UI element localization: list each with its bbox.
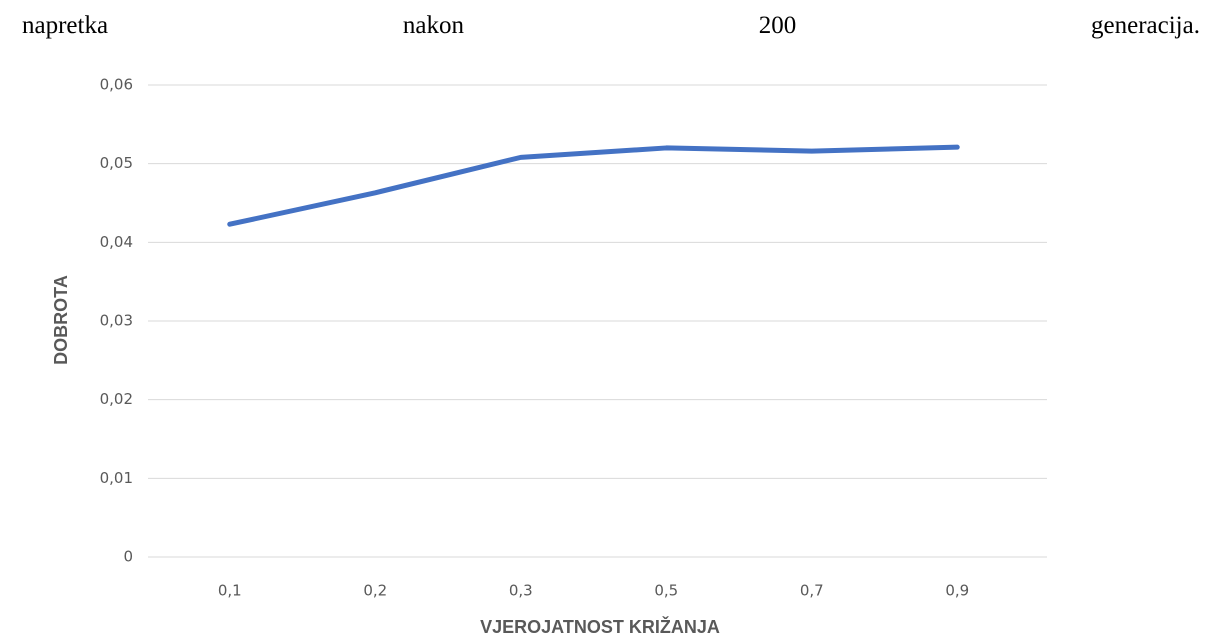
x-tick-label: 0,7	[800, 582, 824, 600]
x-tick-label: 0,9	[945, 582, 969, 600]
y-tick-label: 0,03	[100, 312, 133, 330]
y-tick-label: 0,04	[100, 233, 133, 251]
y-tick-label: 0,02	[100, 390, 133, 408]
y-tick-label: 0,01	[100, 469, 133, 487]
y-tick-label: 0,05	[100, 154, 133, 172]
series-line	[227, 144, 960, 227]
y-axis-title: DOBROTA	[51, 275, 71, 365]
y-tick-label: 0	[123, 548, 133, 566]
y-tick-label: 0,06	[100, 76, 133, 94]
text-line: napretka nakon 200 generacija.	[22, 12, 1200, 40]
x-tick-label: 0,2	[363, 582, 387, 600]
x-axis-title: VJEROJATNOST KRIŽANJA	[480, 616, 720, 637]
word: 200	[758, 12, 797, 39]
x-tick-label: 0,3	[509, 582, 533, 600]
x-tick-label: 0,5	[654, 582, 678, 600]
word: nakon	[402, 12, 464, 39]
word: napretka	[22, 12, 109, 39]
word: generacija.	[1091, 12, 1200, 39]
x-tick-label: 0,1	[218, 582, 242, 600]
